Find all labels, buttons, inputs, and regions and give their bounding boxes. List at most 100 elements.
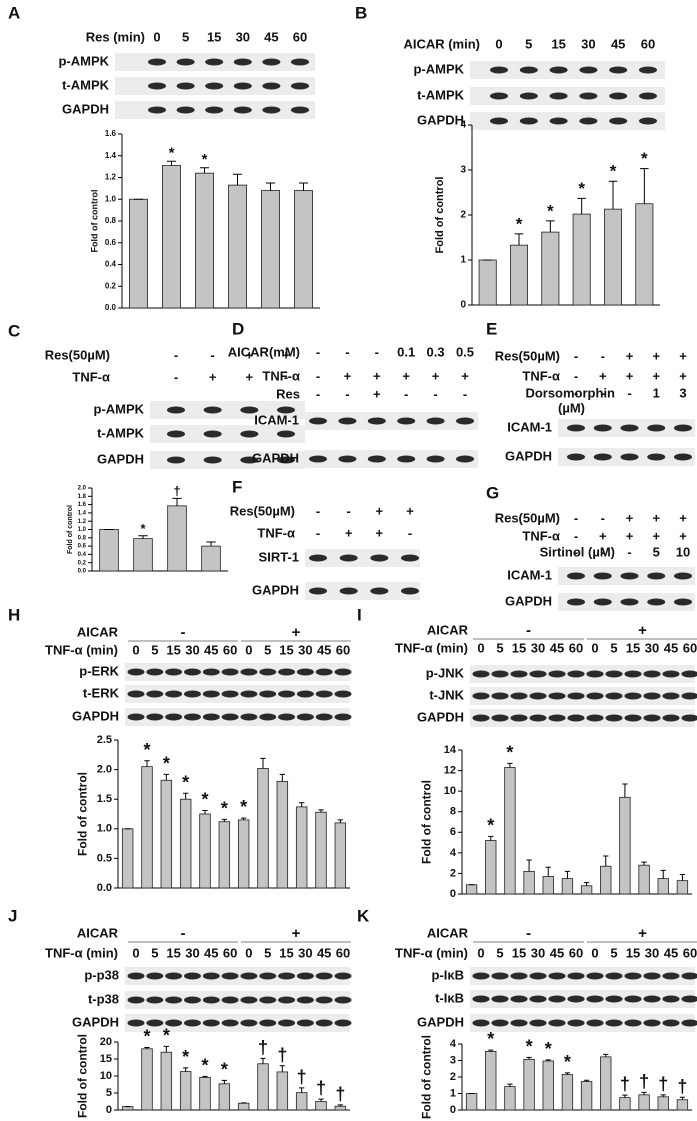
blot-band xyxy=(681,670,697,678)
condition-value: - xyxy=(174,369,178,384)
blot-band xyxy=(567,424,585,432)
condition-value: - xyxy=(601,510,605,525)
blot-band xyxy=(146,1019,164,1027)
blot-band xyxy=(127,690,145,698)
blot-band xyxy=(426,417,445,425)
row-label: GAPDH xyxy=(252,582,299,597)
blot-band xyxy=(529,972,547,980)
bar xyxy=(162,165,181,309)
condition-value: - xyxy=(433,386,437,401)
blot-band xyxy=(127,996,145,1004)
condition-value: 0 xyxy=(245,642,252,657)
condition-value: - xyxy=(463,386,467,401)
condition-label: Res(50µM) xyxy=(495,510,560,525)
blot-band xyxy=(127,1019,145,1027)
blot-band xyxy=(674,453,692,461)
blot-band xyxy=(277,456,295,464)
blot-band xyxy=(240,668,258,676)
blot-band xyxy=(291,58,309,66)
row-label: GAPDH xyxy=(505,448,552,463)
y-tick-label: 0.0 xyxy=(78,569,87,575)
blot-band xyxy=(240,1019,258,1027)
y-tick-label: 0 xyxy=(460,300,466,311)
blot-band xyxy=(605,670,623,678)
blot-band xyxy=(643,692,661,700)
bar xyxy=(561,878,574,895)
condition-label: Res(50µM) xyxy=(495,348,560,363)
bar xyxy=(600,865,612,895)
blot-band xyxy=(202,713,220,721)
blot-band xyxy=(146,668,164,676)
condition-value: - xyxy=(345,344,349,359)
condition-value: 30 xyxy=(185,945,199,960)
blot-band xyxy=(624,670,642,678)
condition-value: 15 xyxy=(512,945,526,960)
condition-value: 5 xyxy=(610,945,617,960)
blot-band xyxy=(510,670,528,678)
significance-mark: * xyxy=(610,162,617,181)
condition-value: 45 xyxy=(317,945,331,960)
group-label: - xyxy=(526,925,531,942)
condition-label: AICAR (min) xyxy=(403,36,480,51)
blot-band xyxy=(643,995,661,1003)
significance-mark: * xyxy=(182,1047,189,1067)
error-bar xyxy=(183,1067,189,1072)
significance-mark: * xyxy=(163,753,170,773)
condition-value: - xyxy=(408,525,412,540)
condition-value: 15 xyxy=(279,642,293,657)
error-bar xyxy=(221,818,227,822)
blot-band xyxy=(624,714,642,722)
blot-strip xyxy=(305,582,420,600)
blot-band xyxy=(567,670,585,678)
blot-band xyxy=(529,714,547,722)
panel-letter: J xyxy=(8,906,17,925)
condition-value: 1 xyxy=(653,385,660,400)
blot-band xyxy=(674,424,692,432)
blot-band xyxy=(510,995,528,1003)
condition-value: 15 xyxy=(626,945,640,960)
bar xyxy=(121,1106,134,1111)
row-label: p-AMPK xyxy=(58,53,109,68)
bar xyxy=(141,766,153,889)
blot-band xyxy=(277,406,295,414)
blot-band xyxy=(586,692,604,700)
blot-band xyxy=(519,66,538,74)
condition-label: Res (min) xyxy=(86,29,145,44)
error-bar xyxy=(622,783,628,798)
condition-value: - xyxy=(345,386,349,401)
blot-band xyxy=(338,417,357,425)
condition-value: 30 xyxy=(185,642,199,657)
condition-value: 5 xyxy=(151,642,158,657)
blot-band xyxy=(579,66,598,74)
bar xyxy=(218,821,231,889)
error-bar xyxy=(660,869,666,879)
group-label: - xyxy=(526,622,531,639)
blot-band xyxy=(309,455,327,463)
blot-band xyxy=(315,996,333,1004)
row-label: p-JNK xyxy=(426,665,465,680)
error-bar xyxy=(221,1079,227,1084)
y-axis-label: Fold of control xyxy=(420,1035,434,1119)
y-tick-label: 1.2 xyxy=(105,173,117,182)
row-label: GAPDH xyxy=(97,451,144,466)
significance-mark: * xyxy=(516,214,523,233)
blot-band xyxy=(549,66,568,74)
blot-band xyxy=(148,106,166,114)
error-bar xyxy=(260,1057,266,1064)
condition-value: 30 xyxy=(236,29,250,44)
blot-band xyxy=(529,995,547,1003)
blot-band xyxy=(259,713,277,721)
condition-label: TNF-α (min) xyxy=(45,642,118,657)
error-bar xyxy=(641,1091,647,1095)
error-bar xyxy=(507,1083,513,1087)
panel-letter: A xyxy=(8,3,20,22)
row-label: ICAM-1 xyxy=(254,412,299,427)
blot-band xyxy=(609,92,628,100)
y-tick-label: 0.8 xyxy=(78,535,87,541)
condition-value: 45 xyxy=(204,945,218,960)
blot-band xyxy=(662,972,680,980)
condition-value: + xyxy=(626,368,634,383)
blot-band xyxy=(605,1019,623,1027)
blot-band xyxy=(519,92,538,100)
blot-band xyxy=(167,456,185,464)
